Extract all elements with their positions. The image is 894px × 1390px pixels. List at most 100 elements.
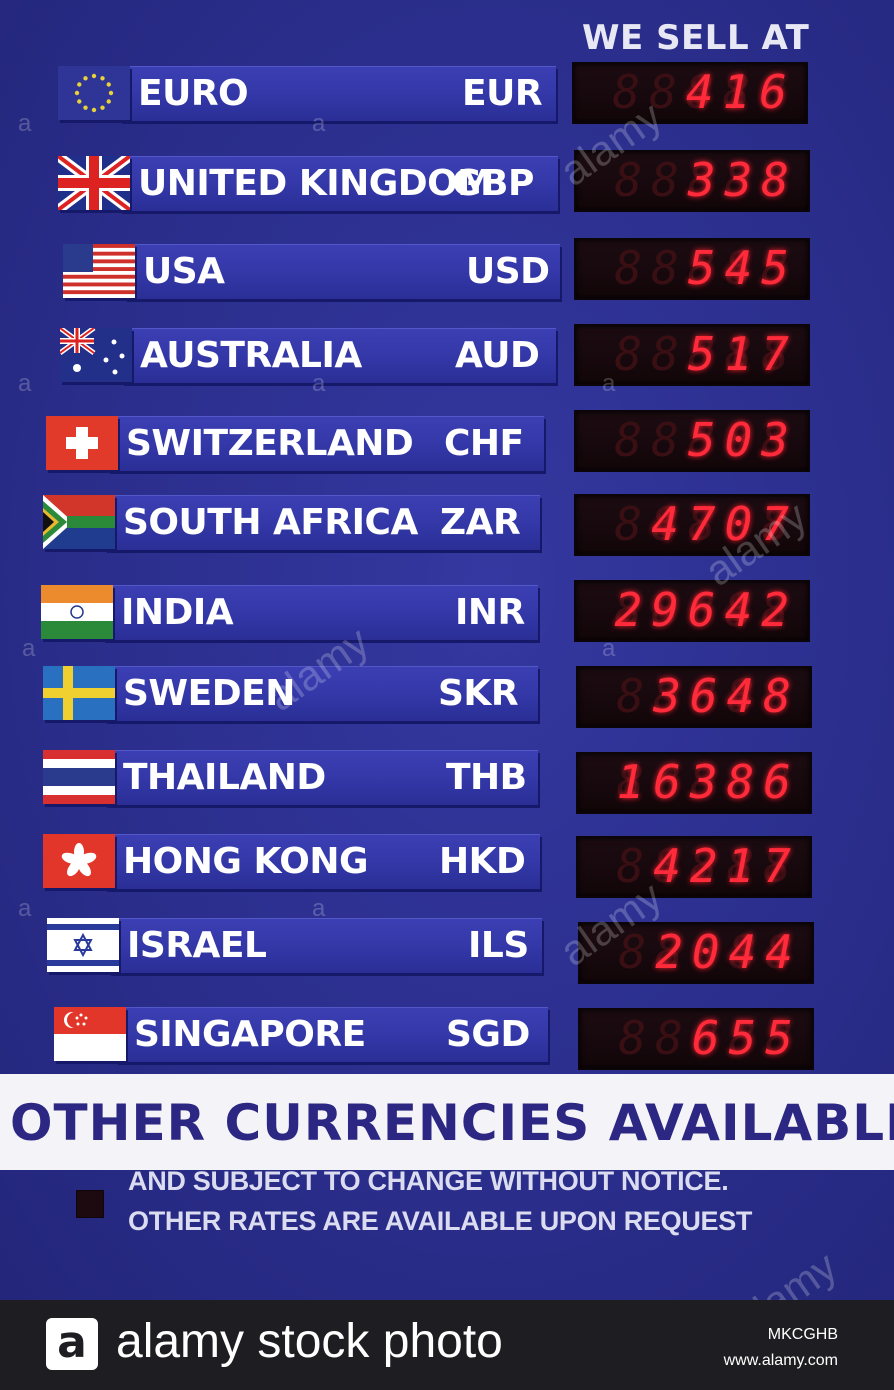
rate-display: 88888 16386 (576, 752, 812, 814)
sell-rate: 4217 (653, 839, 800, 893)
country-strip (120, 156, 558, 211)
watermark-letter: a (312, 895, 326, 922)
unlit-segments: 88888 (614, 497, 798, 551)
country-strip (105, 750, 538, 805)
currency-code: ZAR (440, 502, 521, 543)
australia-flag-icon (60, 328, 132, 382)
other-currencies-banner: OTHER CURRENCIES AVAILABLE (0, 1074, 894, 1170)
unlit-segments: 88888 (616, 755, 800, 809)
sell-rate: 503 (687, 413, 798, 467)
footer-brand: alamy stock photo (116, 1315, 503, 1368)
sell-rate: 416 (685, 65, 796, 119)
unlit-segments: 88888 (614, 327, 798, 381)
country-strip (105, 666, 538, 721)
country-strip (103, 585, 538, 640)
watermark-letter: a (18, 110, 32, 137)
currency-code: INR (455, 592, 525, 633)
country-name: SWEDEN (123, 673, 295, 714)
rate-row: AUSTRALIA AUD (0, 328, 894, 383)
currency-code: SGD (446, 1014, 530, 1055)
rate-row: UNITED KINGDOM GBP (0, 156, 894, 211)
country-name: UNITED KINGDOM (138, 163, 493, 204)
rate-row: HONG KONG HKD (0, 834, 894, 889)
country-name: EURO (138, 73, 249, 114)
rate-display: 88888 503 (574, 410, 810, 472)
country-strip (108, 416, 544, 471)
rate-row: SWITZERLAND CHF (0, 416, 894, 471)
rate-row: SINGAPORE SGD (0, 1007, 894, 1062)
rate-row: THAILAND THB (0, 750, 894, 805)
exchange-rate-board: WE SELL AT EURO EUR 88888 416 UNITED KINGDOM… (0, 0, 894, 1300)
sell-rate: 4707 (651, 497, 798, 551)
us-flag-icon (63, 244, 135, 298)
country-name: THAILAND (123, 757, 326, 798)
country-strip (120, 66, 556, 121)
currency-code: THB (446, 757, 527, 798)
switzerland-flag-icon (46, 416, 118, 470)
rate-row: ISRAEL ILS (0, 918, 894, 973)
unlit-segments: 88888 (616, 839, 800, 893)
stock-photo-footer: a alamy stock photo MKCGHB www.alamy.com (0, 1300, 894, 1390)
country-name: AUSTRALIA (140, 335, 362, 376)
south-africa-flag-icon (43, 495, 115, 549)
country-strip (105, 495, 540, 550)
sell-rate: 655 (691, 1011, 802, 1065)
unlit-segments: 88888 (618, 925, 802, 979)
unlit-segments: 88888 (614, 241, 798, 295)
rate-row: USA USD (0, 244, 894, 299)
image-id: MKCGHB (767, 1326, 838, 1343)
unlit-segments: 88888 (618, 1011, 802, 1065)
currency-code: EUR (462, 73, 543, 114)
rate-display: 88888 29642 (574, 580, 810, 642)
eu-flag-icon (58, 66, 130, 120)
sweden-flag-icon (43, 666, 115, 720)
singapore-flag-icon (54, 1007, 126, 1061)
rate-display: 88888 4217 (576, 836, 812, 898)
country-strip (116, 1007, 548, 1062)
board-header: WE SELL AT (582, 18, 810, 58)
rate-display: 88888 4707 (574, 494, 810, 556)
notice-line-2: OTHER RATES ARE AVAILABLE UPON REQUEST (128, 1206, 753, 1236)
rate-display: 88888 517 (574, 324, 810, 386)
unlit-segments: 88888 (614, 153, 798, 207)
uk-flag-icon (58, 156, 130, 210)
watermark: alamy (726, 1242, 846, 1300)
currency-code: ILS (468, 925, 529, 966)
currency-code: CHF (444, 423, 524, 464)
currency-code: USD (466, 251, 550, 292)
sell-rate: 517 (687, 327, 798, 381)
currency-code: GBP (452, 163, 534, 204)
watermark-letter: a (602, 370, 616, 397)
rate-display: 88888 416 (572, 62, 808, 124)
unlit-segments: 88888 (616, 669, 800, 723)
country-name: SINGAPORE (134, 1014, 366, 1055)
sell-rate: 545 (687, 241, 798, 295)
country-strip (105, 834, 540, 889)
sell-rate: 16386 (616, 755, 800, 809)
country-name: USA (143, 251, 225, 292)
rate-display: 88888 545 (574, 238, 810, 300)
watermark-letter: a (312, 110, 326, 137)
rate-row: SOUTH AFRICA ZAR (0, 495, 894, 550)
watermark-letter: a (18, 370, 32, 397)
rate-display: 88888 655 (578, 1008, 814, 1070)
rate-display: 88888 3648 (576, 666, 812, 728)
currency-code: SKR (438, 673, 519, 714)
unlit-segments: 88888 (614, 583, 798, 637)
country-name: INDIA (121, 592, 234, 633)
banner-text: OTHER CURRENCIES AVAILABLE (10, 1094, 894, 1152)
footer-url: www.alamy.com (723, 1352, 838, 1369)
rate-display: 88888 2044 (578, 922, 814, 984)
alamy-logo-icon: a (46, 1318, 98, 1370)
unlit-segments: 88888 (612, 65, 796, 119)
sell-rate: 338 (687, 153, 798, 207)
country-name: ISRAEL (127, 925, 267, 966)
rate-row: EURO EUR (0, 66, 894, 121)
country-name: SWITZERLAND (126, 423, 414, 464)
currency-code: HKD (439, 841, 526, 882)
sell-rate: 2044 (655, 925, 802, 979)
country-strip (122, 328, 556, 383)
hong-kong-flag-icon (43, 834, 115, 888)
rate-row: SWEDEN SKR (0, 666, 894, 721)
israel-flag-icon (47, 918, 119, 972)
